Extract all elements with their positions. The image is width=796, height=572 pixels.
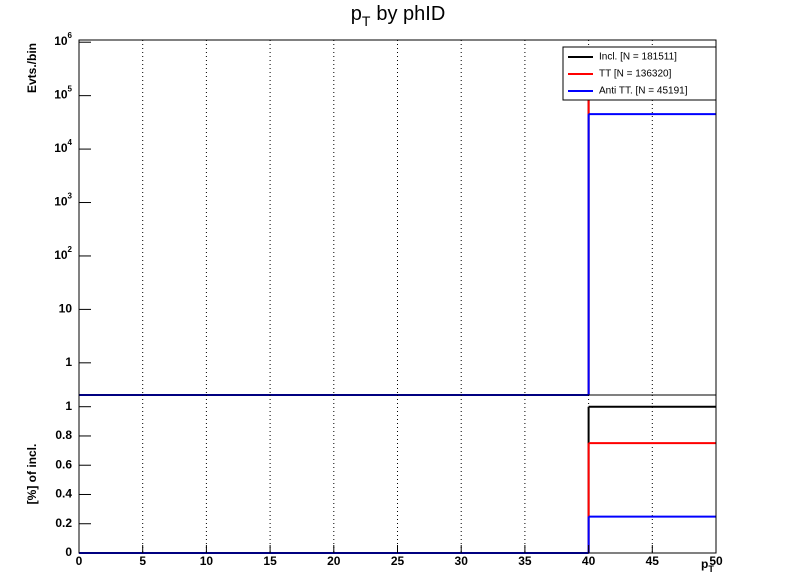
x-tick-label: 45	[646, 554, 660, 568]
y-axis-label: [%] of incl.	[25, 444, 39, 505]
x-label-sub: T	[708, 564, 714, 572]
tick-exp: 3	[68, 192, 73, 201]
y-tick-label: 0.6	[55, 457, 72, 471]
x-tick-label: 30	[455, 554, 469, 568]
tick-exp: 2	[68, 245, 73, 254]
x-axis-label: pT	[701, 557, 714, 572]
x-tick-label: 10	[200, 554, 214, 568]
plot-frame	[78, 394, 717, 554]
x-tick-label: 25	[391, 554, 405, 568]
tick-base: 10	[54, 195, 68, 209]
x-tick-label: 5	[139, 554, 146, 568]
x-tick-label: 15	[263, 554, 277, 568]
title-sub: T	[362, 13, 371, 29]
x-tick-label: 20	[327, 554, 341, 568]
tick-exp: 6	[68, 31, 73, 40]
legend-label: TT [N = 136320]	[599, 69, 672, 80]
x-label-main: p	[701, 557, 708, 571]
y-tick-label: 105	[54, 85, 72, 102]
y-axis-label: Evts./bin	[25, 43, 39, 93]
x-tick-label: 35	[518, 554, 532, 568]
y-tick-label: 0.2	[55, 516, 72, 530]
tick-base: 10	[54, 88, 68, 102]
y-tick-label: 102	[54, 245, 72, 262]
y-tick-label: 1	[65, 355, 72, 369]
x-tick-label: 40	[582, 554, 596, 568]
x-tick-label: 0	[76, 554, 83, 568]
tick-exp: 4	[68, 138, 73, 147]
tick-base: 10	[54, 34, 68, 48]
y-tick-label: 103	[54, 192, 72, 209]
y-tick-label: 0	[65, 545, 72, 559]
tick-base: 10	[54, 141, 68, 155]
y-tick-label: 10	[59, 302, 73, 316]
y-tick-label: 106	[54, 31, 72, 48]
x-tick-label: 50	[709, 554, 723, 568]
tick-exp: 5	[68, 85, 73, 94]
legend-label: Anti TT. [N = 45191]	[599, 86, 688, 97]
y-tick-label: 1	[65, 399, 72, 413]
y-tick-label: 104	[54, 138, 72, 155]
chart-title: pT by phID	[351, 3, 446, 29]
title-rest: by phID	[376, 3, 445, 25]
tick-base: 10	[54, 248, 68, 262]
legend-label: Incl. [N = 181511]	[599, 52, 677, 63]
title-main: p	[351, 3, 362, 25]
y-tick-label: 0.4	[55, 487, 72, 501]
y-tick-label: 0.8	[55, 428, 72, 442]
